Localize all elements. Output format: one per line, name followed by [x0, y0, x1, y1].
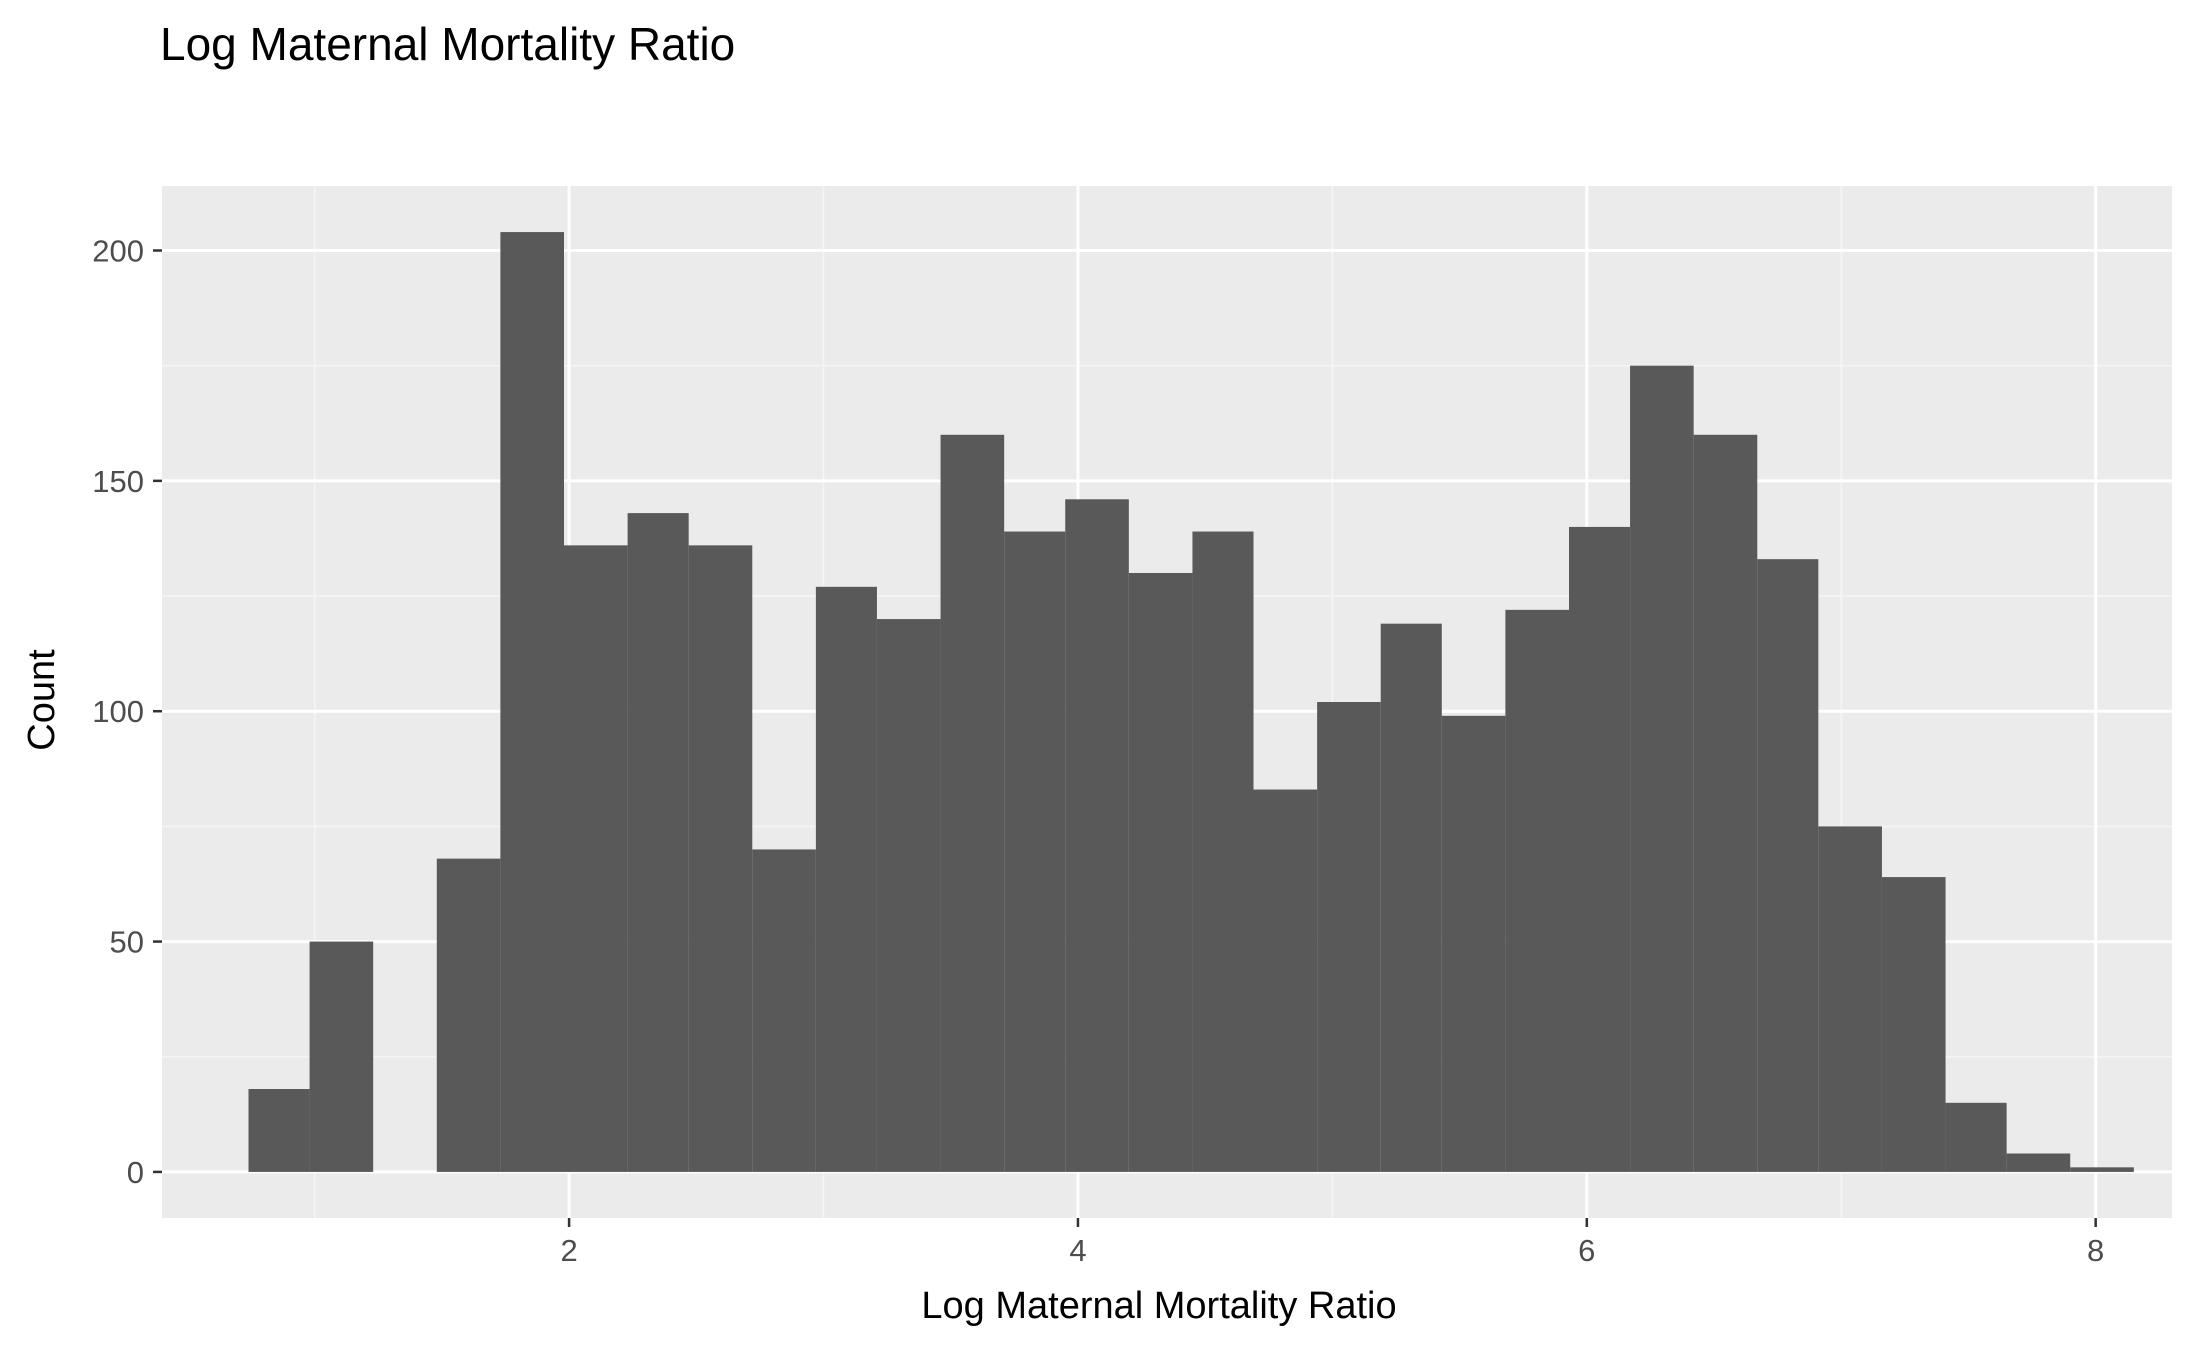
chart-title: Log Maternal Mortality Ratio: [160, 18, 735, 70]
histogram-bar: [1441, 715, 1506, 1172]
x-axis: 2 4 6 8: [560, 1218, 2104, 1268]
x-tick-label: 4: [1069, 1233, 1086, 1268]
histogram-bar: [815, 586, 877, 1172]
histogram-bar: [1065, 499, 1129, 1172]
x-axis-title: Log Maternal Mortality Ratio: [921, 1285, 1396, 1327]
x-tick-label: 2: [560, 1233, 577, 1268]
histogram-bar: [248, 1089, 310, 1172]
x-tick-label: 6: [1578, 1233, 1595, 1268]
y-tick-label: 50: [110, 925, 144, 960]
histogram-bar: [2070, 1167, 2134, 1172]
histogram-bar: [1505, 609, 1569, 1172]
y-tick-label: 150: [92, 464, 144, 499]
histogram-bar: [940, 434, 1005, 1172]
histogram-bar: [2006, 1153, 2071, 1172]
histogram-bar: [688, 545, 753, 1172]
histogram-bar: [1192, 531, 1254, 1172]
y-tick-label: 200: [92, 234, 144, 269]
histogram-bar: [1380, 623, 1442, 1172]
y-axis-title: Count: [21, 649, 63, 751]
x-tick-label: 8: [2087, 1233, 2104, 1268]
histogram-bar: [1317, 702, 1381, 1172]
histogram-bar: [1693, 434, 1758, 1172]
histogram-bar: [876, 619, 941, 1172]
histogram-bar: [627, 513, 689, 1172]
histogram-bars: [248, 232, 2134, 1172]
histogram-bar: [1818, 826, 1882, 1172]
histogram-bar: [500, 232, 564, 1172]
y-tick-label: 0: [127, 1155, 144, 1190]
histogram-bar: [1945, 1102, 2007, 1172]
histogram-bar: [1630, 365, 1694, 1172]
histogram-bar: [1757, 559, 1819, 1172]
y-tick-label: 100: [92, 694, 144, 729]
histogram-bar: [1128, 573, 1193, 1172]
y-axis: 0 50 100 150 200: [92, 234, 162, 1190]
histogram-bar: [1253, 789, 1318, 1172]
histogram-bar: [1569, 526, 1631, 1172]
histogram-bar: [564, 545, 628, 1172]
histogram-bar: [436, 858, 501, 1172]
histogram-bar: [309, 941, 374, 1172]
histogram-bar: [1004, 531, 1066, 1172]
histogram-bar: [752, 849, 816, 1172]
histogram-bar: [1881, 877, 1946, 1172]
